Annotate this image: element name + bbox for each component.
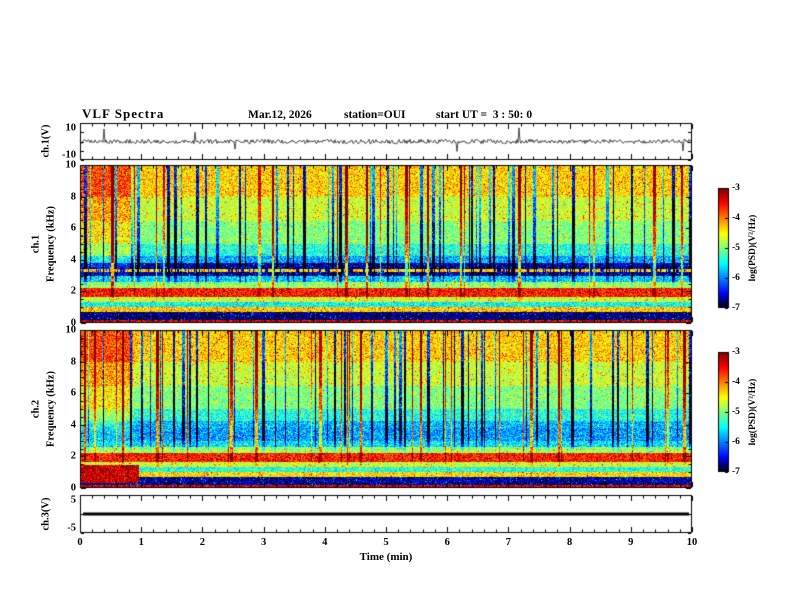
plot-station: station=OUI — [344, 109, 406, 121]
colorbar1-tick-label: -6 — [732, 273, 740, 283]
plot-start-ut: start UT = 3 : 50: 0 — [436, 109, 533, 121]
colorbar2-tick-label: -6 — [732, 437, 740, 447]
x-tick-label: 8 — [566, 537, 573, 548]
ch2-freq-tick-label: 6 — [70, 387, 76, 399]
ch1-volt-tick-label: 10 — [65, 122, 77, 134]
ch2-frequency-axis-label: Frequency (kHz) — [45, 371, 57, 447]
colorbar1-tick-label: -3 — [732, 183, 740, 193]
ch1-freq-tick-label: 4 — [70, 254, 76, 266]
colorbar1-tick-label: -4 — [732, 213, 740, 223]
ch2-freq-tick-label: 8 — [70, 356, 76, 368]
colorbar2-tick-label: -4 — [732, 377, 740, 387]
plot-date: Mar.12, 2026 — [248, 109, 312, 121]
x-tick-label: 4 — [322, 537, 328, 548]
ch3-volt-tick-label: -5 — [67, 522, 76, 534]
x-tick-label: 6 — [444, 537, 450, 548]
ch1-freq-tick-label: 0 — [70, 317, 76, 329]
x-tick-label: 2 — [199, 537, 206, 548]
x-tick-label: 0 — [77, 537, 83, 548]
x-tick-label: 3 — [260, 537, 267, 548]
colorbar1-label: log(PSD)(V²/Hz) — [748, 214, 758, 282]
ch1-frequency-axis-label: Frequency (kHz) — [45, 206, 57, 282]
colorbar2-tick-label: -5 — [732, 407, 740, 417]
ch1-channel-label: ch.1 — [30, 234, 42, 254]
ch3-voltage-axis-label: ch.3(V) — [40, 497, 52, 531]
time-axis-label: Time (min) — [359, 551, 413, 563]
ch1-freq-tick-label: 8 — [70, 191, 76, 203]
x-tick-label: 1 — [138, 537, 144, 548]
ch1-volt-tick-label: -10 — [62, 149, 76, 161]
ch1-freq-tick-label: 2 — [70, 285, 76, 297]
ch2-freq-tick-label: 2 — [70, 450, 76, 462]
ch2-channel-label: ch.2 — [30, 399, 42, 419]
ch2-freq-tick-label: 0 — [70, 482, 76, 494]
x-tick-label: 9 — [628, 537, 634, 548]
colorbar2-label: log(PSD)(V²/Hz) — [748, 378, 758, 446]
ch2-freq-tick-label: 4 — [70, 419, 76, 431]
x-tick-label: 10 — [686, 537, 698, 548]
colorbar2-tick-label: -3 — [732, 347, 740, 357]
ch1-freq-tick-label: 10 — [65, 159, 77, 171]
ch3-volt-tick-label: 5 — [70, 494, 76, 506]
x-tick-label: 5 — [383, 537, 389, 548]
ch1-voltage-axis-label: ch.1(V) — [40, 124, 52, 158]
colorbar2-tick-label: -7 — [732, 467, 740, 477]
colorbar1-tick-label: -7 — [732, 303, 740, 313]
ch1-freq-tick-label: 6 — [70, 222, 76, 234]
ch2-freq-tick-label: 10 — [65, 324, 77, 336]
x-tick-label: 7 — [505, 537, 512, 548]
plot-title: VLF Spectra — [82, 106, 165, 121]
colorbar1-tick-label: -5 — [732, 243, 740, 253]
